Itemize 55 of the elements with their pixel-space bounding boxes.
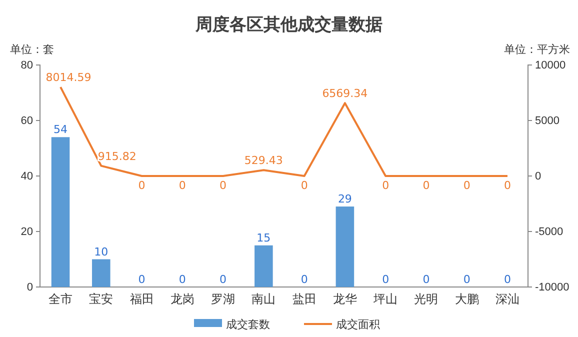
y-axis-title: 单位：套 [10, 43, 54, 56]
data-label: 54 [54, 123, 68, 136]
data-label: 0 [138, 179, 146, 192]
y2-tick-label: -5000 [535, 226, 564, 238]
x-tick-label: 深汕 [495, 292, 520, 306]
data-label: 0 [463, 179, 470, 192]
x-tick-label: 龙华 [332, 292, 357, 306]
y2-tick-label: -10000 [535, 282, 570, 294]
bar [336, 206, 354, 287]
data-label: 529.43 [244, 154, 283, 168]
data-label: 0 [220, 273, 227, 286]
bar [92, 259, 110, 287]
data-label: 0 [178, 273, 186, 286]
x-tick-label: 福田 [130, 292, 154, 306]
data-label: 0 [382, 273, 390, 286]
legend-label: 成交套数 [226, 318, 270, 331]
data-label: 0 [300, 273, 308, 286]
y-tick-label: 60 [20, 115, 33, 128]
x-tick-label: 宝安 [89, 292, 114, 306]
y2-tick-label: 0 [535, 170, 542, 183]
y-tick-label: 20 [20, 226, 33, 238]
data-label: 10 [94, 245, 108, 258]
y-tick-label: 40 [20, 170, 33, 183]
data-label: 8014.59 [46, 71, 92, 84]
data-label: 0 [138, 273, 146, 286]
x-tick-label: 龙岗 [170, 292, 194, 306]
y-tick-label: 0 [26, 282, 33, 294]
y2-axis-title: 单位：平方米 [504, 43, 570, 56]
y-tick-label: 80 [20, 60, 33, 72]
bar [51, 137, 70, 287]
x-tick-label: 盐田 [292, 292, 316, 306]
data-label: 0 [504, 179, 511, 192]
data-label: 0 [504, 273, 511, 286]
legend-label: 成交面积 [336, 318, 380, 331]
chart-title: 周度各区其他成交量数据 [194, 15, 382, 35]
data-label: 915.82 [98, 150, 136, 163]
data-label: 0 [178, 179, 186, 192]
bar [254, 245, 273, 287]
data-label: 0 [300, 179, 308, 192]
y2-tick-label: 10000 [535, 60, 566, 72]
x-tick-label: 坪山 [372, 292, 398, 306]
data-label: 0 [422, 273, 430, 286]
data-label: 0 [382, 179, 390, 192]
x-tick-label: 光明 [414, 292, 438, 306]
x-tick-label: 全市 [48, 292, 73, 306]
data-label: 0 [220, 179, 227, 192]
x-tick-label: 大鹏 [454, 292, 479, 306]
data-label: 6569.34 [322, 87, 368, 100]
y2-tick-label: 5000 [535, 115, 560, 128]
data-label: 29 [338, 192, 352, 206]
data-label: 0 [463, 273, 470, 286]
data-label: 15 [256, 231, 271, 244]
x-tick-label: 罗湖 [211, 292, 236, 306]
x-tick-label: 南山 [252, 292, 276, 306]
data-label: 0 [422, 179, 430, 192]
